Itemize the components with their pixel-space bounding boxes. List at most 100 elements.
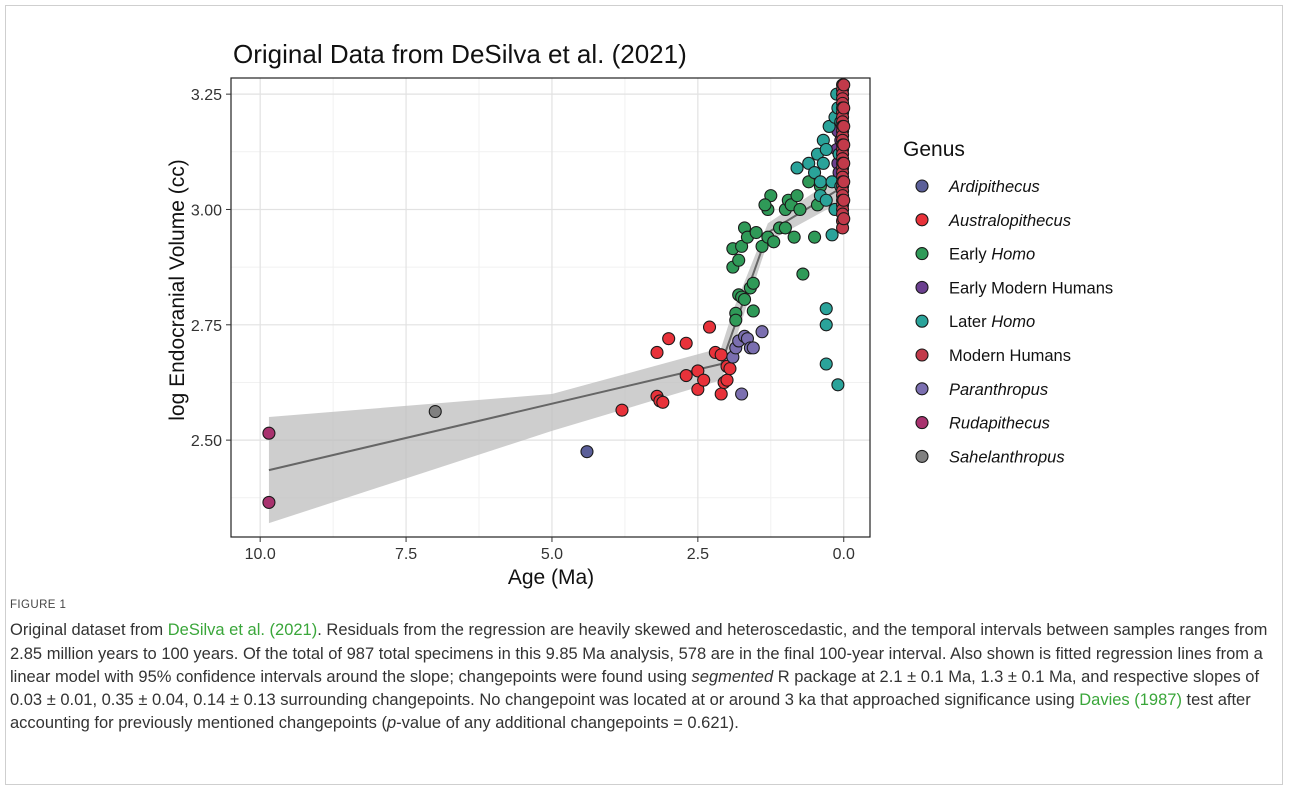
y-tick-label: 2.75: [191, 318, 222, 335]
chart-title: Original Data from DeSilva et al. (2021): [233, 39, 687, 69]
x-tick-label: 5.0: [541, 546, 563, 563]
figure-frame: [5, 5, 1283, 785]
legend-label-part: Later: [949, 313, 991, 331]
caption-text-part: . Residuals from the regression are heav…: [10, 621, 1268, 686]
y-tick-label: 3.25: [191, 87, 222, 104]
plot-panel: [230, 77, 871, 538]
data-point: [656, 395, 670, 409]
legend-marker: [915, 416, 929, 430]
legend-label: Early Homo: [949, 246, 1035, 264]
legend-label-part: Early: [949, 246, 991, 264]
data-point: [819, 142, 833, 157]
legend-label-part: Early Modern Humans: [949, 279, 1113, 297]
data-point: [729, 313, 743, 327]
legend-label-part: Ardipithecus: [948, 178, 1040, 196]
data-point: [691, 364, 705, 378]
caption-italic: segmented: [691, 667, 774, 686]
x-tick-label: 10.0: [245, 546, 276, 563]
data-points: [262, 78, 851, 509]
data-point: [746, 276, 760, 290]
data-point: [822, 119, 836, 133]
data-point: [819, 318, 833, 332]
figure-label: FIGURE 1: [10, 599, 67, 611]
caption-italic: p: [386, 714, 397, 733]
data-point: [831, 378, 845, 392]
data-point: [737, 292, 752, 306]
data-point: [735, 239, 749, 253]
data-point: [679, 368, 693, 383]
caption-text-part: -value of any additional changepoints = …: [396, 714, 739, 733]
data-point: [714, 348, 728, 362]
citation-link[interactable]: DeSilva et al. (2021): [167, 621, 318, 640]
data-point: [796, 267, 810, 281]
data-point: [691, 382, 705, 396]
y-axis-label: log Endocranial Volume (cc): [166, 159, 189, 420]
axes: 10.0 7.5 5.0 2.5 0.0 2.50 2.75 3.00 3.25: [191, 87, 855, 563]
data-point: [825, 228, 839, 242]
x-tick-label: 2.5: [687, 546, 709, 563]
data-point: [819, 357, 833, 371]
data-point: [802, 156, 816, 170]
legend-marker: [915, 382, 929, 396]
legend-title: Genus: [903, 138, 965, 161]
legend-marker: [915, 314, 929, 328]
data-point: [790, 161, 804, 175]
legend-label: Modern Humans: [949, 347, 1071, 365]
data-point: [837, 101, 851, 115]
data-point: [755, 239, 769, 253]
x-tick-label: 7.5: [395, 546, 417, 563]
data-point: [735, 387, 749, 401]
caption-text: Original dataset from DeSilva et al. (20…: [10, 619, 1280, 735]
figure-caption: FIGURE 1 Original dataset from DeSilva e…: [10, 594, 1280, 736]
legend-marker: [915, 449, 929, 463]
data-point: [837, 78, 851, 92]
scatter-chart: Original Data from DeSilva et al. (2021)…: [166, 39, 1113, 589]
data-point: [837, 193, 851, 207]
data-point: [262, 426, 276, 440]
legend-label: Early Modern Humans: [949, 279, 1113, 297]
data-point: [428, 404, 442, 419]
legend-label: Sahelanthropus: [949, 448, 1065, 466]
legend-label: Paranthropus: [949, 381, 1048, 399]
citation-link[interactable]: Davies (1987): [1079, 691, 1182, 710]
x-axis-label: Age (Ma): [508, 566, 594, 589]
y-tick-label: 3.00: [191, 202, 222, 219]
data-point: [837, 156, 851, 170]
data-point: [813, 175, 827, 189]
y-tick-label: 2.50: [191, 433, 222, 450]
data-point: [816, 156, 830, 170]
data-point: [764, 189, 778, 203]
data-point: [697, 373, 711, 387]
legend-label: Later Homo: [949, 313, 1035, 331]
legend: Genus Ardipithecus Australopithecus Early …: [903, 138, 1113, 466]
legend-marker: [915, 280, 929, 294]
data-point: [662, 332, 676, 346]
legend-label: Rudapithecus: [949, 415, 1050, 433]
legend-label-part: Rudapithecus: [949, 415, 1050, 433]
data-point: [793, 202, 807, 217]
caption-text-part: Original dataset from: [10, 621, 168, 640]
data-point: [837, 175, 851, 189]
data-point: [580, 445, 594, 459]
data-point: [755, 325, 769, 339]
data-point: [262, 495, 276, 509]
data-point: [746, 341, 760, 355]
data-point: [837, 138, 851, 152]
data-point: [723, 362, 737, 376]
data-point: [714, 387, 728, 401]
data-point: [787, 230, 801, 244]
data-point: [746, 304, 760, 318]
legend-label-part: Homo: [991, 246, 1035, 264]
legend-label-part: Australopithecus: [948, 212, 1071, 230]
data-point: [720, 373, 734, 387]
legend-label: Ardipithecus: [948, 178, 1040, 196]
legend-marker: [915, 247, 929, 261]
legend-label-part: Homo: [991, 313, 1035, 331]
data-point: [758, 198, 772, 212]
data-point: [679, 336, 693, 350]
data-point: [702, 320, 717, 334]
data-point: [650, 345, 664, 360]
legend-label: Australopithecus: [948, 212, 1071, 230]
legend-marker: [915, 179, 929, 193]
x-tick-label: 0.0: [833, 546, 855, 563]
